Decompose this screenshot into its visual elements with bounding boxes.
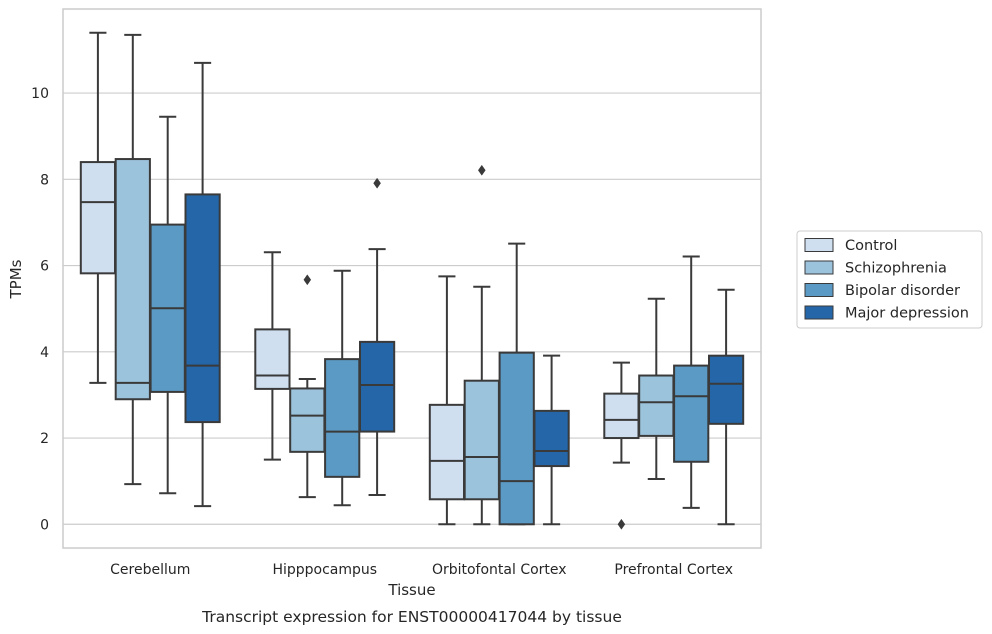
box-iqr [358,340,396,433]
outlier-point [617,518,626,530]
box-iqr [79,161,117,275]
x-tick-label: Prefrontal Cortex [614,562,733,578]
legend-label: Control [845,238,897,254]
box-3-2 [673,255,710,509]
y-tick-label: 2 [40,431,49,447]
legend-frame [796,230,983,329]
box-3-0 [603,361,640,530]
outlier-point [303,274,312,286]
box-0-2 [149,115,186,495]
box-1-1 [289,274,326,499]
y-tick-label: 6 [40,259,49,275]
outlier-point [373,177,381,189]
box-1-0 [254,251,291,461]
x-tick-label: Cerebellum [110,562,190,578]
y-tick-label: 4 [40,345,49,361]
box-iqr [254,328,291,390]
chart-caption: Transcript expression for ENST0000041704… [201,608,622,626]
legend-label: Major depression [845,306,969,322]
box-iqr [324,358,361,478]
box-2-0 [428,275,466,526]
x-tick-label: Hipppocampus [272,562,377,578]
y-axis-ticks: 0 2 4 6 8 10 [31,86,49,533]
box-iqr [289,387,326,453]
legend-swatch [804,305,834,320]
box-iqr [533,409,570,468]
legend-label: Schizophrenia [845,261,947,277]
box-iqr [463,379,500,501]
box-iqr [184,193,221,424]
legend-swatch [804,283,834,297]
y-tick-label: 10 [31,86,49,102]
box-2-2 [498,242,535,526]
box-iqr [638,374,675,437]
box-3-1 [638,297,675,481]
box-0-3 [184,61,221,508]
box-iqr [498,351,535,526]
box-iqr [603,392,640,440]
box-2-1 [463,164,500,526]
x-axis-ticks: Cerebellum Hipppocampus Orbitofontal Corte… [110,562,733,578]
box-iqr [428,403,466,501]
outlier-point [477,164,486,176]
y-tick-label: 0 [40,517,49,533]
box-0-0 [79,31,117,384]
box-iqr [673,364,710,463]
x-axis-label: Tissue [387,581,435,599]
box-0-1 [114,33,151,486]
y-axis-label: TPMs [7,259,25,299]
box-iqr [114,158,151,401]
y-tick-label: 8 [40,172,49,188]
x-tick-label: Orbitofontal Cortex [432,562,567,578]
legend-swatch [804,238,834,252]
box-series [79,31,745,530]
legend-label: Bipolar disorder [845,283,960,299]
box-1-3 [358,177,396,496]
box-iqr [707,354,745,425]
box-2-3 [533,354,570,526]
box-3-3 [707,288,745,526]
legend: Control Schizophrenia Bipolar disorder Majo… [796,230,983,329]
legend-swatch [804,260,834,275]
